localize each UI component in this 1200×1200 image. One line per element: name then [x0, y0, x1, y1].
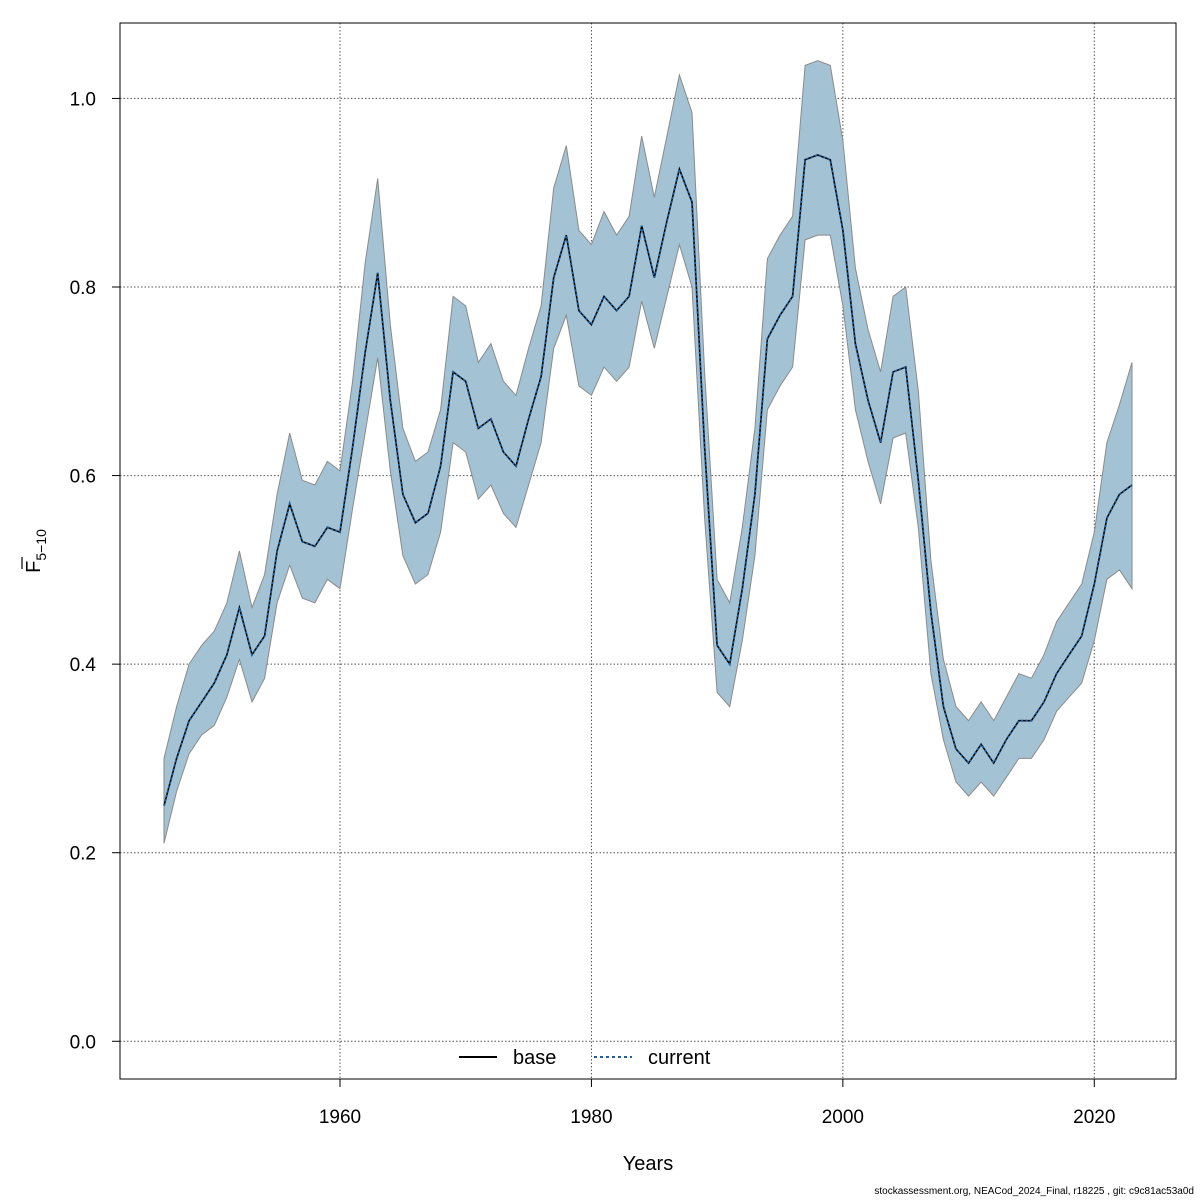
- x-tick-label-2020: 2020: [1073, 1107, 1115, 1128]
- y-tick-label-0.8: 0.8: [70, 278, 96, 299]
- y-axis: 0.0 0.2 0.4 0.6 0.8 1.0: [70, 89, 120, 1053]
- grid-lines: [120, 23, 1176, 1079]
- y-tick-label-0.6: 0.6: [70, 467, 96, 488]
- y-tick-label-0.4: 0.4: [70, 655, 97, 676]
- legend-label-base: base: [513, 1047, 556, 1069]
- y-axis-title-subscript: 5−10: [33, 529, 49, 561]
- x-axis-title: Years: [623, 1153, 673, 1175]
- x-tick-label-1960: 1960: [319, 1107, 361, 1128]
- legend: base current: [459, 1047, 711, 1069]
- y-axis-title-main: F: [23, 561, 45, 573]
- y-tick-label-1.0: 1.0: [70, 89, 96, 110]
- y-tick-label-0.2: 0.2: [70, 844, 96, 865]
- footer-credit: stockassessment.org, NEACod_2024_Final, …: [874, 1186, 1194, 1197]
- y-axis-title: F5−10: [23, 529, 49, 573]
- confidence-band: [163, 60, 1133, 844]
- x-axis: 1960 1980 2000 2020: [319, 1078, 1115, 1128]
- confidence-band-layer: [163, 60, 1133, 844]
- legend-label-current: current: [648, 1047, 711, 1069]
- x-tick-label-2000: 2000: [822, 1107, 864, 1128]
- series-lines-layer: [163, 153, 1133, 806]
- x-tick-label-1980: 1980: [570, 1107, 612, 1128]
- series-line-current: [163, 153, 1133, 806]
- y-tick-label-0.0: 0.0: [70, 1032, 96, 1053]
